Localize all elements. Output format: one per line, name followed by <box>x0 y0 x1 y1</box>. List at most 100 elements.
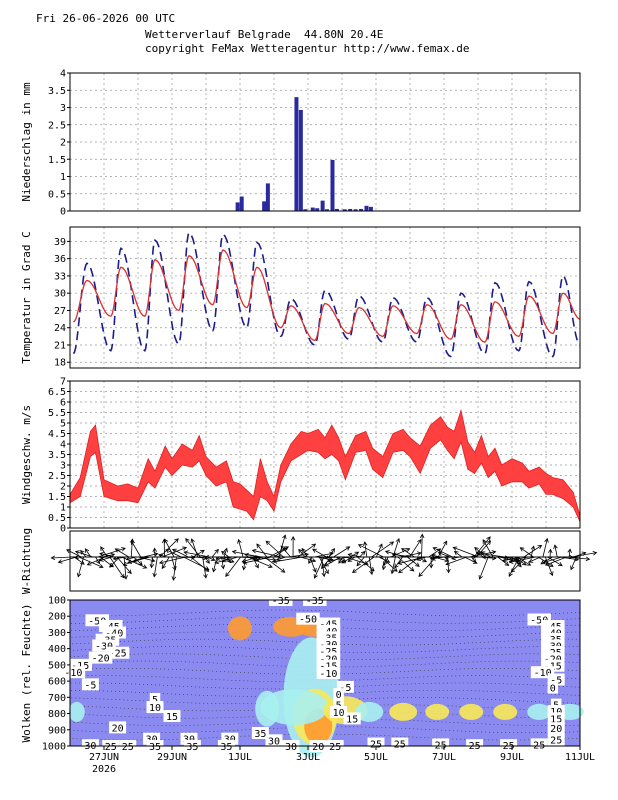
direction-arrow-head <box>98 557 104 562</box>
contour-label: -35 <box>306 596 324 607</box>
direction-arrow <box>349 551 359 558</box>
contour-label: -50 <box>299 615 317 626</box>
direction-arrow <box>161 556 170 569</box>
direction-arrow-head <box>99 552 104 557</box>
direction-arrow-head <box>57 559 63 564</box>
direction-arrow <box>453 547 479 558</box>
direction-arrow <box>127 556 146 564</box>
direction-arrow-head <box>204 554 210 560</box>
direction-arrow <box>391 556 396 574</box>
direction-arrow-head <box>265 540 271 546</box>
direction-frame <box>69 530 581 592</box>
direction-arrow-head <box>395 537 401 543</box>
direction-arrow <box>153 556 158 577</box>
contour-label: 25 <box>394 740 406 751</box>
direction-arrow <box>172 556 177 581</box>
contour-line <box>69 719 581 726</box>
contour-label: 20 <box>312 742 324 753</box>
direction-arrow <box>333 546 350 558</box>
wind-frame <box>69 380 581 529</box>
direction-arrow <box>418 556 437 577</box>
y-tick-label: 2 <box>60 138 66 149</box>
y-tick-label: 4 <box>60 440 66 451</box>
contour-label: -35 <box>272 596 290 607</box>
direction-arrow <box>454 551 463 558</box>
y-tick-label: 5 <box>60 419 66 430</box>
direction-arrow-head <box>76 572 82 578</box>
x-tick-label: 3JUL <box>296 752 320 763</box>
precip-bar <box>298 109 303 211</box>
contour-label: -5 <box>339 683 351 694</box>
contour-line <box>69 609 581 617</box>
direction-arrow <box>409 539 422 558</box>
direction-arrow-head <box>100 546 105 552</box>
direction-arrow-head <box>567 548 572 554</box>
contour-label: -10 <box>319 669 337 680</box>
cloud-blob <box>355 701 384 722</box>
direction-arrow-head <box>390 569 395 575</box>
y-tick-label: 39 <box>54 237 66 248</box>
direction-arrow-head <box>254 563 259 569</box>
x-tick-label: 5JUL <box>364 752 388 763</box>
direction-arrow <box>115 548 130 558</box>
direction-arrow-head <box>211 567 217 573</box>
direction-arrow <box>308 556 313 564</box>
direction-arrow-head <box>429 555 435 561</box>
x-tick-label: 1JUL <box>228 752 252 763</box>
direction-arrow-head <box>229 558 235 564</box>
direction-arrow-head <box>172 566 177 571</box>
contour-label: 35 <box>186 742 198 753</box>
direction-arrow-head <box>214 548 219 554</box>
direction-arrow-head <box>354 551 360 556</box>
direction-arrow <box>476 552 505 558</box>
direction-arrow-head <box>312 567 317 573</box>
precip-bar <box>348 208 353 211</box>
direction-arrow <box>58 556 77 563</box>
direction-arrow-head <box>280 545 285 551</box>
wind-direction-arrows <box>50 533 598 581</box>
direction-arrow-head <box>444 555 449 560</box>
contour-label-box <box>432 738 450 751</box>
direction-arrow <box>352 556 375 573</box>
y-tick-label: 1.5 <box>48 492 66 503</box>
contour-label: 0 <box>550 684 556 695</box>
x-tick-label: 29JUN <box>157 752 187 763</box>
direction-arrow <box>204 556 210 564</box>
direction-arrow-head <box>210 556 216 562</box>
direction-arrow-head <box>585 556 591 562</box>
contour-label: 30 <box>268 736 280 747</box>
direction-arrow-head <box>242 560 248 565</box>
direction-arrow-head <box>446 568 451 574</box>
direction-arrow-head <box>341 559 346 564</box>
contour-label: 25 <box>105 742 117 753</box>
direction-arrow <box>215 556 239 564</box>
direction-arrow-head <box>301 547 306 553</box>
contour-label: -20 <box>92 654 110 665</box>
direction-arrow-head <box>419 533 425 539</box>
y-axis-label: Wolken (rel. Feuchte) <box>20 603 33 742</box>
precip-bar <box>342 209 347 211</box>
direction-arrow-head <box>268 563 273 569</box>
direction-arrow <box>243 556 272 564</box>
direction-arrow <box>161 547 187 558</box>
contour-label: -5 <box>84 680 96 691</box>
direction-arrow-head <box>308 559 313 564</box>
direction-arrow-head <box>437 551 443 556</box>
direction-arrow-head <box>313 574 318 579</box>
precip-bar <box>364 205 369 211</box>
direction-arrow <box>382 556 389 566</box>
direction-arrow-head <box>109 563 114 568</box>
y-tick-label: 3.5 <box>48 450 66 461</box>
direction-arrow-head <box>276 556 281 561</box>
direction-arrow <box>394 556 403 568</box>
contour-line <box>69 726 581 734</box>
contour-label: 25 <box>550 736 562 747</box>
contour-label: 35 <box>220 742 232 753</box>
y-tick-label: 0 <box>60 207 66 218</box>
header-copyright: copyright FeMax Wetteragentur http://www… <box>145 42 470 55</box>
direction-arrow-head <box>398 568 403 574</box>
direction-arrow <box>223 548 228 558</box>
direction-arrow <box>482 539 494 558</box>
direction-arrow <box>151 556 154 568</box>
y-tick-label: 30 <box>54 289 66 300</box>
